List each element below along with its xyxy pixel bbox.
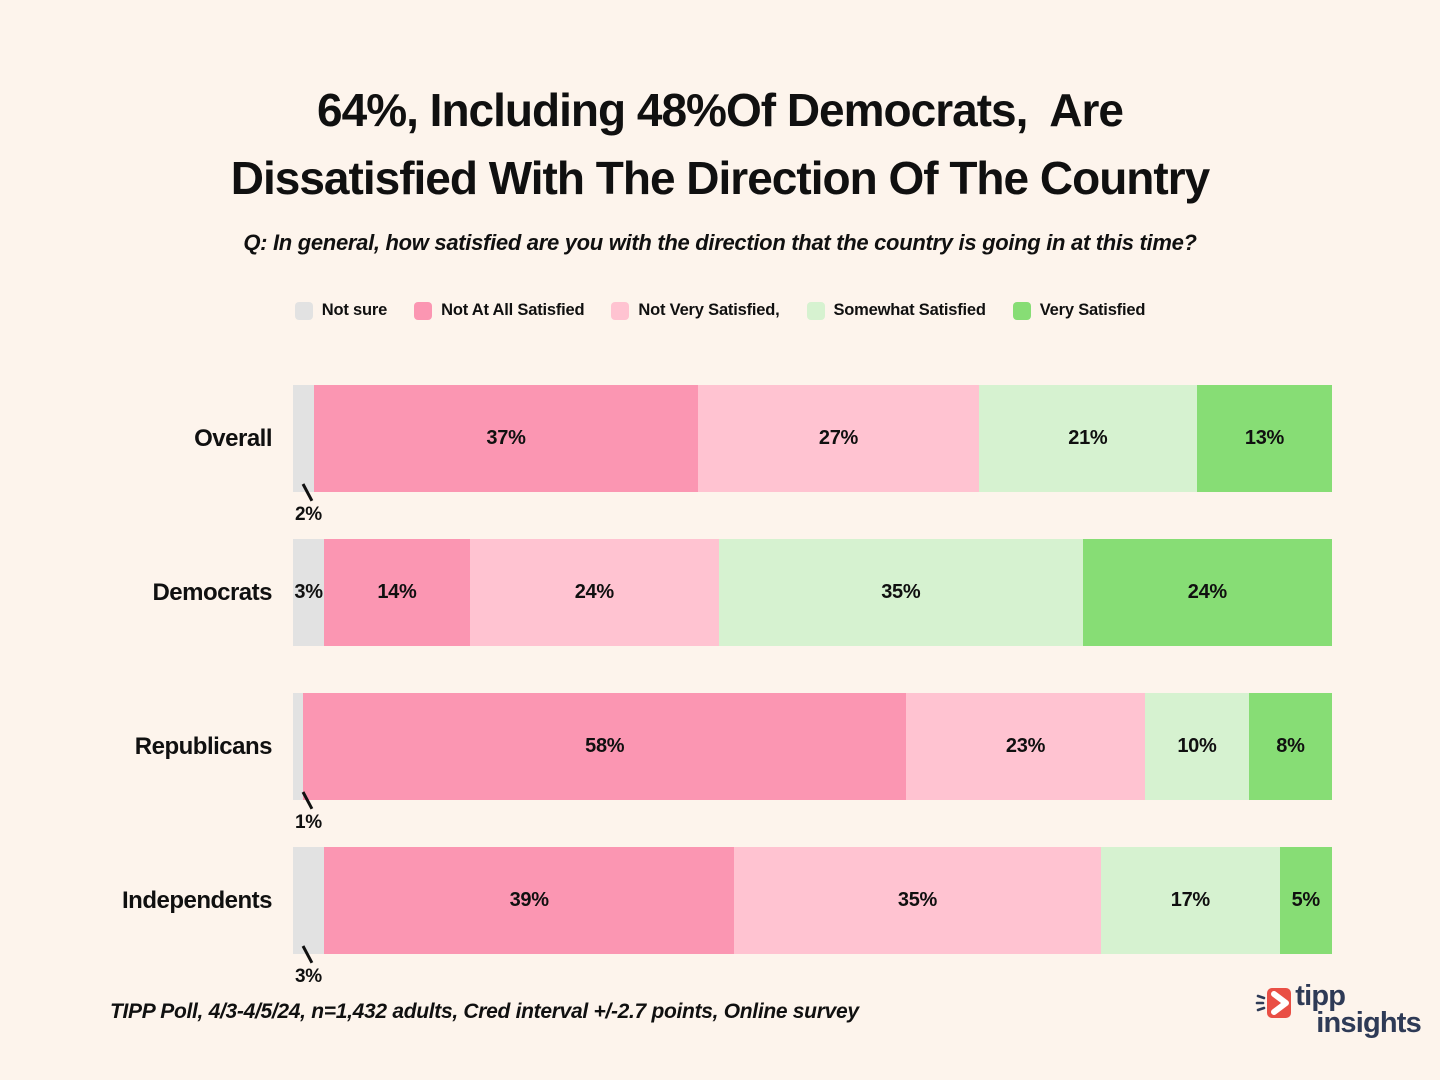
bar-segment: 24% — [1082, 539, 1332, 646]
chart-title: 64%, Including 48%Of Democrats, Are Diss… — [0, 76, 1440, 212]
segment-value-label: 24% — [1187, 581, 1227, 603]
segment-value-label: 13% — [1244, 427, 1285, 449]
segment-value-label: 37% — [486, 427, 526, 449]
segment-value-label: 35% — [897, 889, 938, 911]
segment-value-label: 3% — [294, 581, 323, 603]
legend-item: Not sure — [294, 301, 388, 320]
bar-segment: 10% — [1144, 693, 1249, 800]
bar-segment — [293, 693, 304, 800]
bar-segment — [293, 385, 314, 492]
chart-subtitle: Q: In general, how satisfied are you wit… — [243, 230, 1197, 255]
bar-segment: 13% — [1196, 385, 1332, 492]
stacked-bar: 3% 39% 35% 17% 5% — [293, 847, 1332, 987]
segment-value-label: 24% — [574, 581, 614, 603]
legend-swatch — [806, 301, 825, 320]
tipp-insights-logo-icon — [1255, 988, 1292, 1018]
chart-row: Overall 2% 37% 27% 21% 13% — [110, 385, 1332, 525]
bar-segment: 17% — [1101, 847, 1280, 954]
bar-segment: 37% — [313, 385, 699, 492]
segment-value-label: 17% — [1170, 889, 1210, 911]
legend-swatch — [611, 301, 630, 320]
logo-wordmark: tipp insights — [1295, 980, 1422, 1039]
bar-segment: 39% — [324, 847, 734, 954]
row-label: Democrats — [152, 578, 272, 606]
legend-label: Somewhat Satisfied — [833, 301, 986, 319]
callout-value-label: 2% — [295, 504, 322, 525]
row-label: Overall — [194, 424, 272, 452]
chart-row: Democrats 3% 14% 24% 35% 24% — [110, 539, 1332, 646]
bar-segment: 23% — [906, 693, 1145, 800]
chart-title-line2: Dissatisfied With The Direction Of The C… — [230, 152, 1210, 204]
legend-item: Very Satisfied — [1012, 301, 1146, 320]
row-label: Republicans — [134, 732, 273, 760]
logo-word-tipp: tipp — [1295, 980, 1346, 1012]
bar-segment: 14% — [324, 539, 470, 646]
segment-value-label: 23% — [1005, 735, 1046, 757]
segment-value-label: 21% — [1068, 427, 1108, 449]
chart: Overall 2% 37% 27% 21% 13% Democrats 3% 14% 24% 35… — [110, 385, 1333, 1001]
legend-swatch — [414, 301, 433, 320]
chart-title-line1: 64%, Including 48%Of Democrats, Are — [317, 84, 1124, 136]
segment-value-label: 14% — [377, 581, 417, 603]
legend-swatch — [294, 301, 313, 320]
segment-value-label: 35% — [881, 581, 921, 603]
row-label: Independents — [121, 886, 273, 914]
legend-item: Not Very Satisfied, — [611, 301, 780, 320]
segment-value-label: 58% — [585, 735, 625, 757]
legend: Not sure Not At All Satisfied Not Very Sat… — [0, 301, 1440, 320]
legend-label: Very Satisfied — [1039, 301, 1146, 319]
bar-segment: 5% — [1279, 847, 1332, 954]
legend-swatch — [1012, 301, 1031, 320]
not-sure-callout: 3% — [295, 945, 365, 994]
segment-value-label: 39% — [509, 889, 549, 911]
legend-item: Somewhat Satisfied — [806, 301, 986, 320]
legend-item: Not At All Satisfied — [414, 301, 585, 320]
bar-segment: 27% — [698, 385, 979, 492]
bar-segment — [293, 847, 325, 954]
not-sure-callout: 1% — [295, 791, 365, 840]
callout-value-label: 1% — [295, 812, 322, 833]
chart-row: Republicans 1% 58% 23% 10% 8% — [110, 693, 1333, 833]
tipp-insights-logo: tipp insights — [1255, 980, 1422, 1039]
bar-segment: 35% — [733, 847, 1102, 954]
bar-segment: 58% — [303, 693, 907, 800]
stacked-bar: 1% 58% 23% 10% 8% — [293, 693, 1333, 833]
segment-value-label: 5% — [1291, 889, 1321, 911]
legend-label: Not At All Satisfied — [441, 301, 585, 319]
segment-value-label: 27% — [818, 427, 859, 449]
stacked-bar: 3% 14% 24% 35% 24% — [293, 539, 1332, 646]
segment-value-label: 8% — [1276, 735, 1305, 757]
bar-segment: 35% — [718, 539, 1083, 646]
source-note: TIPP Poll, 4/3-4/5/24, n=1,432 adults, C… — [110, 1000, 859, 1023]
bar-segment: 24% — [469, 539, 719, 646]
logo-word-insights: insights — [1316, 1007, 1422, 1039]
callout-value-label: 3% — [295, 966, 322, 987]
stacked-bar: 2% 37% 27% 21% 13% — [293, 385, 1332, 525]
segment-value-label: 10% — [1177, 735, 1217, 757]
legend-label: Not Very Satisfied, — [638, 301, 780, 319]
not-sure-callout: 2% — [295, 483, 365, 532]
legend-label: Not sure — [321, 301, 388, 319]
bar-segment: 8% — [1248, 693, 1333, 800]
bar-segment: 3% — [293, 539, 325, 646]
bar-segment: 21% — [978, 385, 1197, 492]
chart-row: Independents 3% 39% 35% 17% 5% — [110, 847, 1332, 987]
